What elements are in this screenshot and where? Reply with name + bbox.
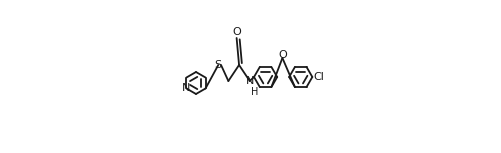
- Text: O: O: [278, 50, 287, 60]
- Text: N: N: [245, 76, 254, 86]
- Text: Cl: Cl: [314, 72, 325, 82]
- Text: H: H: [252, 87, 259, 97]
- Text: O: O: [232, 27, 241, 37]
- Text: N: N: [182, 84, 190, 93]
- Text: S: S: [215, 60, 222, 70]
